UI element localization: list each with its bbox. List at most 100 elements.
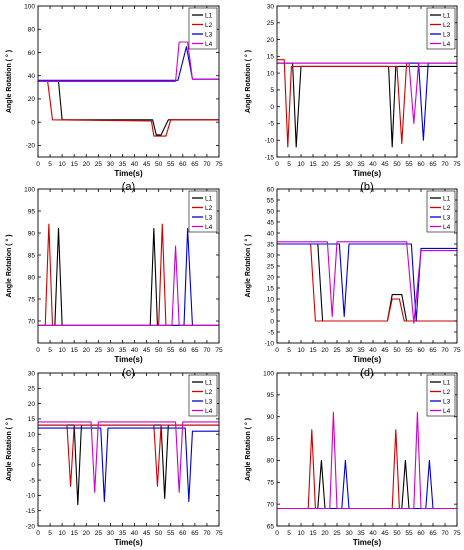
y-tick-label: 15 [28,416,36,423]
y-tick-label: 80 [28,27,36,34]
series-line-l3 [277,243,457,322]
legend-label-l3: L3 [205,214,213,221]
legend-label-l2: L2 [443,389,451,396]
x-tick-label: 65 [429,347,437,354]
x-tick-label: 0 [275,347,279,354]
x-tick-label: 50 [393,161,401,168]
x-tick-label: 40 [369,161,377,168]
series-line-l2 [38,80,219,137]
chart-panel-6: 0 5 10 15 20 25 30 35 40 45 50 55 60 65 70 75 65 70 75 80 85… [244,370,461,547]
x-tick-label: 75 [215,530,223,537]
x-tick-label: 10 [297,161,305,168]
x-tick-label: 65 [191,161,199,168]
x-tick-label: 70 [441,347,449,354]
legend-label-l2: L2 [443,22,451,29]
x-tick-label: 35 [357,530,365,537]
x-tick-label: 35 [357,161,365,168]
y-tick-label: 75 [28,296,36,303]
x-tick-label: 25 [95,161,103,168]
x-tick-label: 65 [191,530,199,537]
legend: L1 L2 L3 L4 [426,190,456,233]
x-tick-label: 75 [453,347,461,354]
legend: L1 L2 L3 L4 [426,374,456,417]
x-tick-label: 45 [381,530,389,537]
x-tick-label: 65 [191,347,199,354]
y-axis-label: Angle Rotation ( ° ) [244,418,252,481]
y-tick-label: 60 [28,50,36,57]
legend-label-l3: L3 [443,214,451,221]
plot-frame [276,372,458,527]
y-tick-label: 20 [28,96,36,103]
x-tick-label: 70 [203,347,211,354]
x-tick-label: 5 [48,347,52,354]
y-tick-label: 10 [28,432,36,439]
x-tick-label: 15 [309,161,317,168]
x-tick-label: 15 [309,530,317,537]
series-line-l3 [277,62,457,141]
series-line-l1 [277,243,457,322]
y-axis-label: Angle Rotation ( ° ) [5,418,13,481]
x-tick-label: 60 [179,530,187,537]
y-axis-label: Angle Rotation ( ° ) [244,50,252,113]
x-tick-label: 70 [441,530,449,537]
legend-label-l4: L4 [205,41,213,48]
y-tick-label: 0 [270,104,274,111]
x-tick-label: 70 [441,161,449,168]
y-axis-label: Angle Rotation ( ° ) [5,50,13,113]
x-tick-label: 30 [345,161,353,168]
legend: L1 L2 L3 L4 [426,7,456,50]
x-tick-label: 65 [429,530,437,537]
series-line-l3 [38,228,219,326]
x-tick-label: 15 [309,347,317,354]
y-tick-label: 100 [24,186,35,193]
legend-label-l4: L4 [205,224,213,231]
legend-label-l4: L4 [443,224,451,231]
x-tick-label: 0 [275,161,279,168]
chart-panel-1: 0 5 10 15 20 25 30 35 40 45 50 55 60 65 70 75 -20 0 20 40 60… [5,3,223,193]
x-tick-label: 70 [203,530,211,537]
x-tick-label: 30 [345,530,353,537]
x-tick-label: 35 [119,530,127,537]
x-tick-label: 45 [381,161,389,168]
y-tick-label: 55 [267,197,275,204]
x-tick-label: 20 [83,347,91,354]
legend-label-l4: L4 [443,41,451,48]
x-tick-label: 50 [155,347,163,354]
y-tick-label: 65 [267,523,275,530]
legend-label-l2: L2 [205,389,213,396]
x-tick-label: 20 [83,161,91,168]
legend-label-l1: L1 [205,379,213,386]
legend-label-l1: L1 [443,12,451,19]
y-tick-label: 10 [267,70,275,77]
y-tick-label: 25 [28,386,36,393]
x-tick-label: 10 [297,347,305,354]
x-tick-label: 0 [36,347,40,354]
x-tick-label: 20 [321,161,329,168]
x-tick-label: 40 [131,347,139,354]
y-axis-label: Angle Rotation ( ° ) [244,234,252,297]
x-tick-label: 55 [405,161,413,168]
y-tick-label: 95 [267,392,275,399]
x-tick-label: 55 [167,347,175,354]
y-tick-label: 0 [31,119,35,126]
plot-frame [37,188,220,344]
y-tick-label: 35 [267,241,275,248]
x-tick-label: 40 [369,530,377,537]
x-tick-label: 10 [59,161,67,168]
x-tick-label: 5 [287,347,291,354]
y-tick-label: 25 [267,263,275,270]
y-tick-label: 15 [267,54,275,61]
x-tick-label: 15 [71,530,79,537]
y-tick-label: -15 [265,154,275,161]
x-tick-label: 75 [453,530,461,537]
y-tick-label: 0 [31,462,35,469]
chart-panel-3: 0 5 10 15 20 25 30 35 40 45 50 55 60 65 70 75 70 75 80 85 90… [5,186,223,379]
y-tick-label: -5 [29,477,35,484]
y-tick-label: -15 [26,508,36,515]
x-tick-label: 20 [321,347,329,354]
x-tick-label: 45 [381,347,389,354]
x-tick-label: 65 [429,161,437,168]
x-tick-label: 10 [59,530,67,537]
y-axis-label: Angle Rotation ( ° ) [5,234,13,297]
y-tick-label: 30 [267,3,275,10]
